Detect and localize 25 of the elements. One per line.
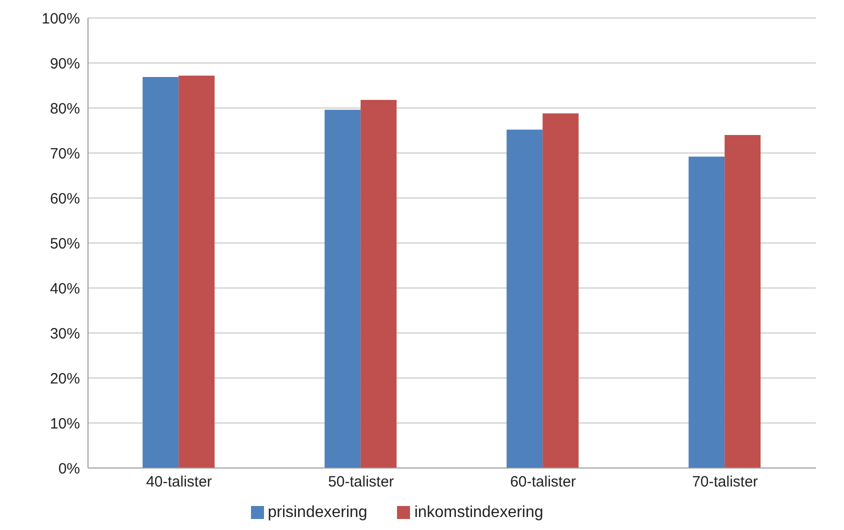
legend-label: prisindexering — [268, 504, 368, 521]
bar — [542, 113, 579, 468]
bar — [724, 135, 761, 468]
y-tick-label: 80% — [50, 100, 80, 118]
bar — [360, 100, 397, 468]
y-tick-label: 30% — [50, 325, 80, 342]
y-tick-label: 20% — [50, 370, 80, 388]
y-tick-label: 40% — [50, 280, 80, 298]
x-tick-label: 40-talister — [146, 474, 212, 491]
y-tick-label: 10% — [50, 415, 80, 432]
x-tick-label: 50-talister — [328, 474, 394, 491]
y-tick-label: 100% — [42, 10, 80, 28]
x-tick-label: 70-talister — [692, 474, 758, 491]
bar — [178, 76, 215, 468]
y-tick-label: 90% — [50, 55, 80, 72]
bar — [324, 110, 361, 468]
y-tick-label: 50% — [50, 235, 80, 252]
bar — [506, 130, 543, 468]
x-tick-label: 60-talister — [510, 474, 576, 491]
legend-label: inkomstindexering — [414, 504, 544, 521]
y-tick-label: 60% — [50, 190, 80, 208]
bar — [142, 76, 179, 468]
y-tick-label: 70% — [50, 145, 80, 162]
bar — [688, 156, 725, 468]
y-tick-label: 0% — [58, 460, 80, 478]
